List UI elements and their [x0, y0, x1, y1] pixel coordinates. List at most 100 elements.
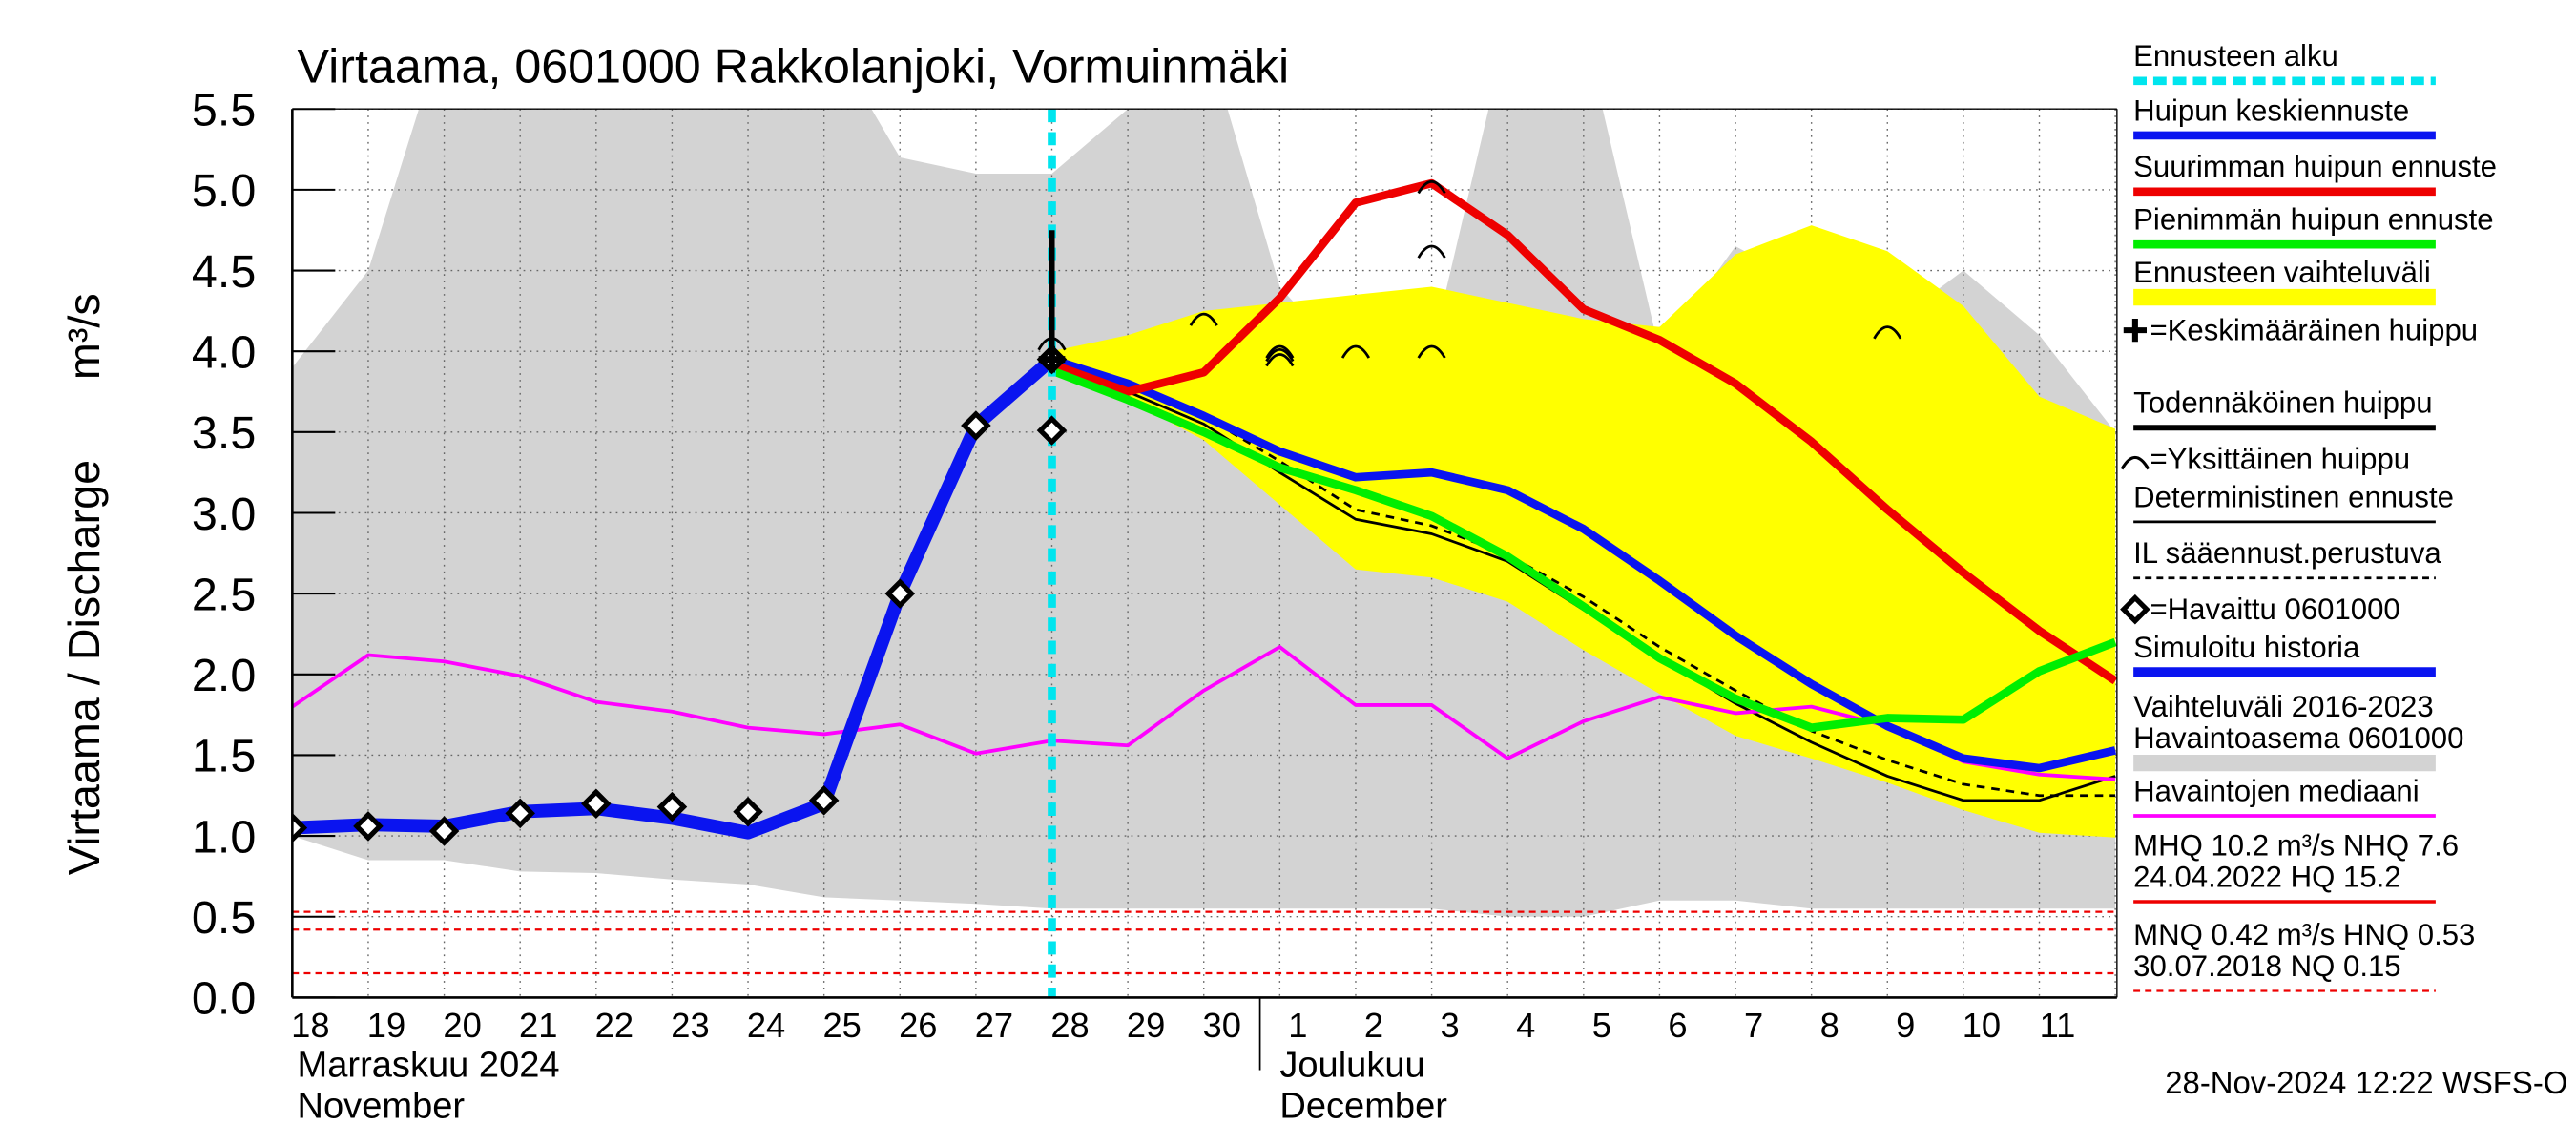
- month-label: December: [1279, 1087, 1447, 1127]
- legend: Ennusteen alku Huipun keskiennuste Suurimm…: [2120, 39, 2497, 992]
- month-label: Marraskuu 2024: [298, 1045, 560, 1085]
- arcs-layer: [1037, 179, 1902, 367]
- mean-peak: [1038, 345, 1066, 373]
- observed-point: [428, 816, 460, 846]
- y-tick-label: 3.5: [192, 407, 256, 459]
- legend-label: Ennusteen alku: [2133, 39, 2338, 73]
- legend-label: 30.07.2018 NQ 0.15: [2133, 949, 2400, 983]
- observed-point: [808, 785, 840, 816]
- y-tick-label: 5.0: [192, 165, 256, 217]
- legend-label: MNQ 0.42 m³/s HNQ 0.53: [2133, 918, 2475, 951]
- observed-point: [581, 788, 612, 820]
- x-tick-label: 7: [1744, 1006, 1763, 1045]
- x-tick-label: 2: [1364, 1006, 1383, 1045]
- legend-symbol: [2123, 319, 2147, 343]
- legend-label: =Yksittäinen huippu: [2150, 443, 2410, 476]
- single-peak: [1417, 344, 1446, 359]
- y-tick-label: 5.5: [192, 85, 256, 136]
- legend-label: IL sääennust.perustuva: [2133, 536, 2441, 570]
- single-peak: [1265, 353, 1295, 367]
- y-tick-label: 2.0: [192, 650, 256, 701]
- observed-point: [292, 812, 308, 843]
- legend-label: Havaintojen mediaani: [2133, 774, 2419, 807]
- x-tick-label: 21: [519, 1006, 557, 1045]
- legend-label: Suurimman huipun ennuste: [2133, 150, 2497, 183]
- x-tick-label: 18: [291, 1006, 329, 1045]
- legend-label: Huipun keskiennuste: [2133, 94, 2409, 127]
- timestamp: 28-Nov-2024 12:22 WSFS-O: [2165, 1065, 2567, 1100]
- x-tick-label: 28: [1050, 1006, 1089, 1045]
- x-tick-label: 25: [822, 1006, 861, 1045]
- legend-symbol: [2120, 455, 2150, 470]
- observed-point: [733, 796, 763, 827]
- x-tick-label: 9: [1896, 1006, 1915, 1045]
- legend-label: Vaihteluväli 2016-2023: [2133, 690, 2434, 723]
- diamonds-layer: [292, 344, 1068, 846]
- y-tick-label: 0.0: [192, 973, 256, 1025]
- series-line: [1049, 366, 2117, 732]
- legend-label: Todennäköinen huippu: [2133, 386, 2432, 420]
- observed-point: [961, 410, 991, 441]
- axes: 0.00.51.01.52.02.53.03.54.04.55.05.518 19…: [192, 85, 2118, 1127]
- y-axis-unit: m³/s: [59, 293, 109, 380]
- series-line: [1051, 358, 2116, 798]
- x-tick-label: 19: [367, 1006, 405, 1045]
- legend-symbol: [2120, 593, 2150, 625]
- y-tick-label: 1.5: [192, 731, 256, 782]
- observed-point: [505, 798, 535, 829]
- single-peak: [1265, 344, 1295, 359]
- legend-label: Havaintoasema 0601000: [2133, 721, 2463, 755]
- observed-point: [353, 811, 384, 842]
- y-axis-label: Virtaama / Discharge: [59, 460, 109, 875]
- x-tick-label: 11: [2040, 1006, 2076, 1045]
- hlines-layer: [292, 910, 2117, 975]
- x-tick-label: 3: [1441, 1006, 1460, 1045]
- series-line: [1050, 178, 2117, 685]
- x-tick-label: 1: [1288, 1006, 1307, 1045]
- x-tick-label: 8: [1820, 1006, 1839, 1045]
- chart-title: Virtaama, 0601000 Rakkolanjoki, Vormuinm…: [298, 40, 1290, 94]
- y-tick-label: 4.5: [192, 246, 256, 298]
- month-label: November: [298, 1087, 466, 1127]
- y-tick-label: 4.0: [192, 326, 256, 378]
- observed-point: [884, 578, 916, 609]
- series-line: [1050, 355, 2117, 773]
- x-tick-label: 23: [671, 1006, 709, 1045]
- observed-point: [656, 791, 688, 822]
- x-tick-label: 24: [747, 1006, 785, 1045]
- x-tick-label: 30: [1203, 1006, 1241, 1045]
- legend-label: MHQ 10.2 m³/s NHQ 7.6: [2133, 829, 2459, 863]
- legend-label: Ennusteen vaihteluväli: [2133, 256, 2431, 289]
- legend-label: Simuloitu historia: [2133, 631, 2360, 664]
- single-peak: [1417, 244, 1446, 259]
- legend-label: Pienimmän huipun ennuste: [2133, 203, 2493, 237]
- observed-point: [1036, 415, 1068, 446]
- x-tick-label: 20: [443, 1006, 481, 1045]
- y-tick-label: 1.0: [192, 811, 256, 863]
- x-tick-label: 10: [1963, 1006, 2001, 1045]
- legend-label: =Keskimääräinen huippu: [2150, 314, 2478, 347]
- x-tick-label: 5: [1592, 1006, 1611, 1045]
- x-tick-label: 4: [1516, 1006, 1535, 1045]
- x-tick-label: 6: [1668, 1006, 1687, 1045]
- single-peak: [1417, 179, 1446, 195]
- x-tick-label: 29: [1127, 1006, 1165, 1045]
- single-peak: [1340, 344, 1371, 359]
- x-tick-label: 26: [899, 1006, 937, 1045]
- x-tick-label: 22: [595, 1006, 634, 1045]
- cross-layer: [1038, 345, 1066, 373]
- y-tick-label: 3.0: [192, 489, 256, 540]
- legend-label: =Havaittu 0601000: [2150, 593, 2399, 626]
- legend-label: 24.04.2022 HQ 15.2: [2133, 860, 2400, 893]
- series-line: [292, 645, 2116, 781]
- single-peak: [1189, 312, 1218, 326]
- single-peak: [1265, 348, 1295, 363]
- plot-area: [292, 109, 2117, 998]
- month-label: Joulukuu: [1279, 1045, 1424, 1085]
- y-tick-label: 0.5: [192, 892, 256, 944]
- x-tick-label: 27: [975, 1006, 1013, 1045]
- y-tick-label: 2.5: [192, 569, 256, 620]
- legend-label: Deterministinen ennuste: [2133, 480, 2454, 513]
